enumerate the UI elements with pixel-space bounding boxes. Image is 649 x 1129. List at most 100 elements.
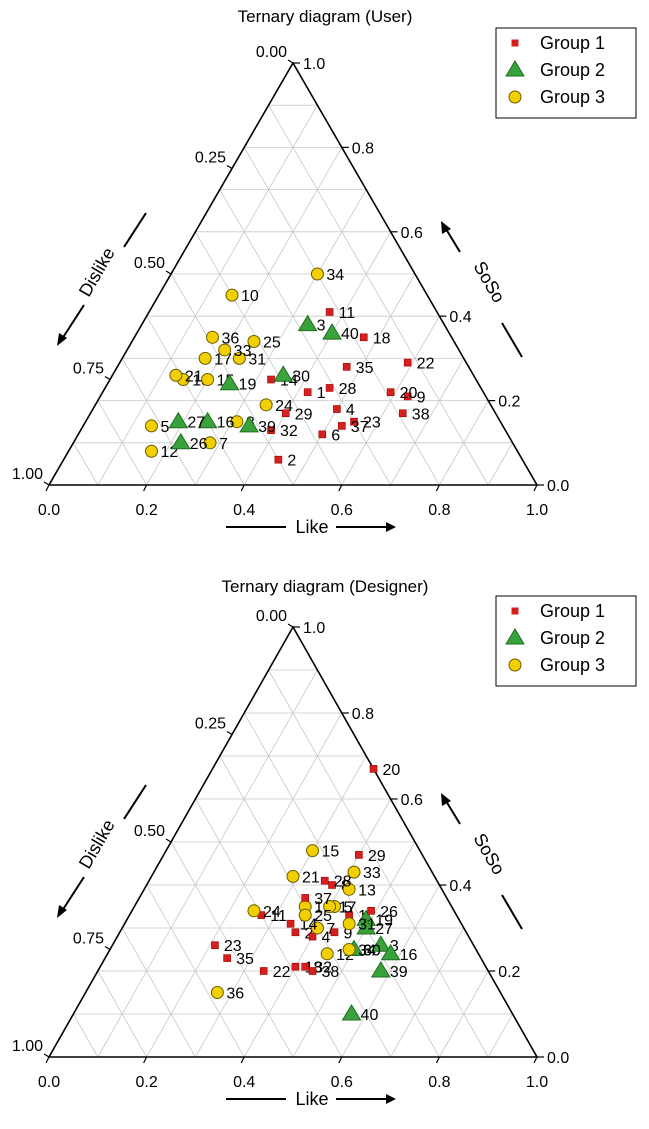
point-label: 35 [236, 951, 254, 968]
axis-line [123, 784, 147, 820]
tick-label: 0.6 [401, 792, 423, 809]
point-label: 21 [185, 368, 203, 385]
point-group3 [259, 398, 273, 412]
grid-line [268, 104, 489, 486]
tick-mark [533, 1056, 538, 1064]
point-group3 [198, 351, 212, 365]
tick-mark [43, 1053, 50, 1058]
point-group3 [225, 288, 239, 302]
point-group3 [203, 436, 217, 450]
point-group1 [259, 967, 268, 975]
grid-line [487, 1013, 513, 1058]
point-group3 [247, 904, 261, 918]
arrow-head [441, 793, 451, 806]
legend-label: Group 1 [540, 601, 605, 621]
point-group1 [386, 388, 395, 396]
point-group3 [210, 986, 224, 999]
tick-mark [143, 484, 148, 492]
tick-label: 1.0 [526, 502, 548, 519]
tick-label: 0.2 [498, 394, 520, 411]
axis-arrow [61, 876, 85, 912]
point-group1 [286, 919, 295, 928]
grid-line [97, 104, 318, 486]
axis-arrow [61, 304, 85, 340]
tick-mark [287, 623, 294, 628]
tick-label: 0.2 [135, 502, 157, 519]
point-label: 25 [314, 908, 332, 925]
data-points: 1234567891011121314151617181920212223242… [144, 267, 435, 470]
point-label: 33 [363, 865, 381, 882]
point-label: 1 [317, 385, 326, 402]
point-label: 29 [295, 406, 313, 423]
point-group1 [342, 363, 351, 371]
point-label: 16 [217, 415, 235, 432]
point-group1 [281, 409, 290, 418]
point-label: 32 [314, 960, 332, 977]
point-label: 22 [417, 356, 435, 373]
grid-line [146, 315, 245, 486]
legend-marker-group2 [505, 60, 525, 77]
point-label: 27 [375, 921, 393, 938]
point-group2 [297, 314, 318, 332]
point-label: 31 [358, 917, 376, 934]
axis-arrow [445, 228, 461, 253]
tick-mark [435, 484, 440, 492]
point-group2 [370, 935, 391, 952]
point-label: 6 [331, 427, 340, 444]
point-group3 [205, 330, 219, 344]
point-label: 38 [412, 406, 430, 423]
point-group1 [325, 384, 334, 392]
point-label: 6 [363, 943, 372, 960]
tick-label: 0.00 [256, 44, 287, 61]
data-points: 1234567891011121314151617181920212223242… [210, 762, 417, 1024]
point-group2 [170, 432, 191, 450]
point-label: 19 [375, 912, 393, 929]
point-group2 [197, 411, 218, 429]
tick-label: 1.00 [12, 1038, 43, 1055]
point-label: 37 [351, 419, 369, 436]
axis-label-like: Like [295, 517, 328, 537]
tick-label: 0.50 [134, 823, 165, 840]
point-label: 22 [273, 964, 291, 981]
point-label: 38 [322, 964, 340, 981]
tick-label: 0.2 [498, 964, 520, 981]
point-group3 [323, 900, 337, 913]
point-group3 [144, 419, 158, 433]
point-label: 20 [383, 762, 401, 779]
point-group1 [367, 906, 375, 915]
point-label: 37 [314, 891, 332, 908]
point-label: 35 [356, 360, 374, 377]
point-group3 [286, 869, 300, 883]
arrow-head [441, 221, 451, 234]
tick-mark [240, 1056, 245, 1064]
point-label: 5 [343, 900, 352, 917]
tick-label: 0.0 [38, 1074, 60, 1091]
point-label: 27 [187, 415, 205, 432]
legend: Group 1 Group 2 Group 3 [495, 27, 637, 119]
chart-title: Ternary diagram (User) [238, 7, 413, 26]
axis-label-soso: SoSo [470, 830, 509, 878]
legend-label: Group 3 [540, 655, 605, 675]
point-label: 31 [248, 351, 266, 368]
point-label: 34 [358, 943, 376, 960]
tick-label: 0.75 [73, 931, 104, 948]
legend-marker-group2 [505, 628, 525, 645]
point-group3 [247, 335, 261, 349]
tick-label: 0.75 [73, 361, 104, 378]
point-group1 [274, 455, 283, 464]
point-label: 4 [346, 402, 355, 419]
point-group1 [350, 417, 358, 426]
point-group1 [330, 928, 339, 937]
point-label: 11 [339, 305, 356, 322]
tick-mark [226, 164, 233, 170]
grid-line [170, 841, 294, 1058]
point-label: 28 [339, 381, 357, 398]
legend-label: Group 2 [540, 60, 605, 80]
grid-line [73, 1013, 99, 1058]
point-group3 [218, 343, 232, 357]
legend: Group 1 Group 2 Group 3 [495, 595, 637, 687]
tick-label: 0.25 [195, 150, 226, 167]
tick-mark [287, 59, 294, 64]
tick-label: 0.00 [256, 608, 287, 625]
tick-mark [533, 484, 538, 492]
